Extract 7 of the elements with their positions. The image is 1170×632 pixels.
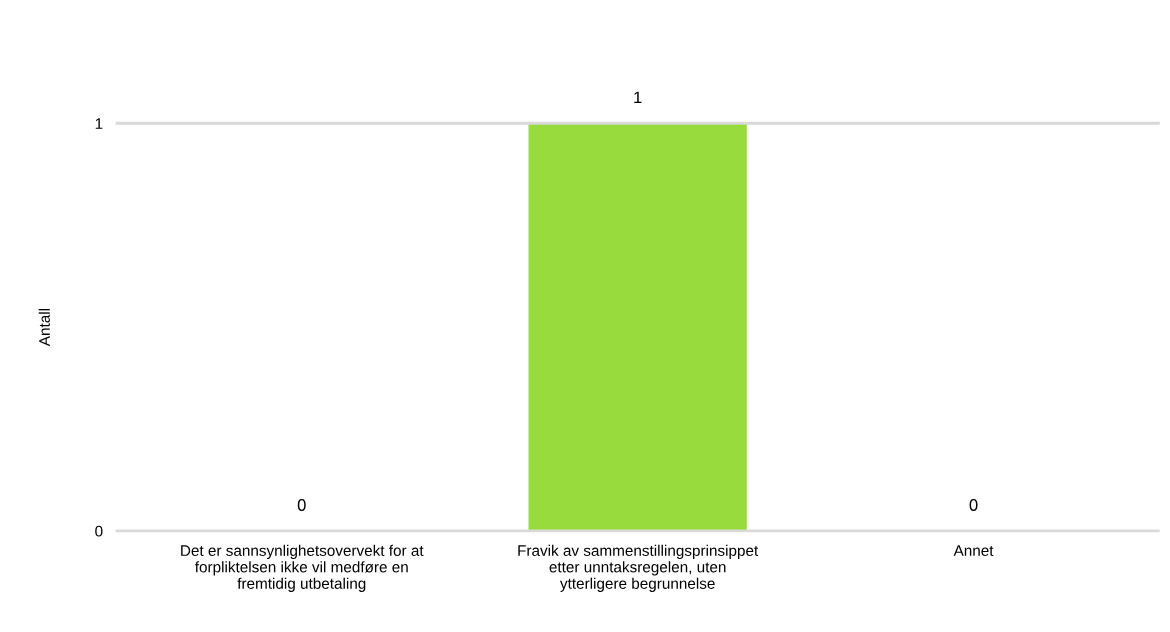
data-label: 1 <box>634 91 642 104</box>
x-tick-label: Fravik av sammenstillingsprinsippet etter unntaksregelen, uten ytterligere begrunnelse <box>518 544 759 592</box>
data-label: 0 <box>969 499 978 511</box>
x-tick-label: Det er sannsynlighetsovervekt for at forpliktelsen ikke vil medføre en fremtidig utbetaling <box>181 544 424 592</box>
data-label: 0 <box>297 499 306 511</box>
x-tick-label: Annet <box>953 545 994 556</box>
y-axis-title: Antall <box>38 308 50 347</box>
